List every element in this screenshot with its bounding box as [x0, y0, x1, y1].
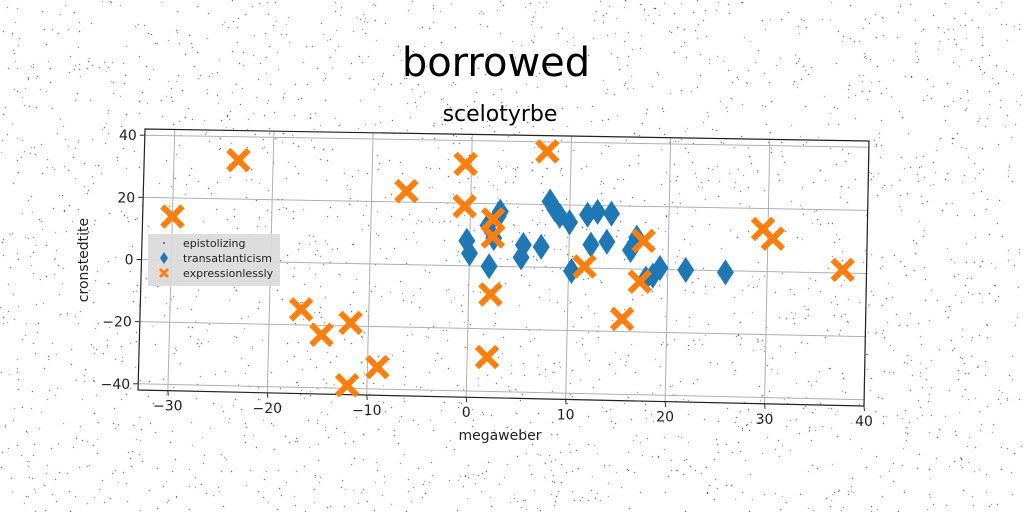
x-point	[480, 224, 506, 249]
diamond-point	[480, 253, 498, 280]
legend-box	[148, 234, 280, 286]
data-markers	[160, 139, 855, 398]
x-point	[365, 354, 390, 380]
diamond-point	[561, 209, 579, 236]
x-point	[338, 310, 363, 336]
legend-label: expressionlessly	[183, 267, 274, 280]
legend-label: epistolizing	[183, 237, 245, 250]
plot-area: −30 −20 −10 0 10 20 30 40 −40 −20 0 20 40	[101, 128, 873, 430]
x-point	[572, 254, 597, 279]
y-tick-label: 20	[117, 190, 135, 206]
x-point	[478, 282, 503, 307]
diamond-point	[651, 254, 669, 281]
x-tick-label: 40	[855, 414, 873, 430]
legend-marker-x	[158, 267, 170, 279]
legend-marker-diamond	[160, 252, 168, 264]
diamond-point	[532, 233, 550, 260]
x-tick-mark	[167, 390, 169, 396]
diamond-point	[602, 200, 620, 227]
x-tick-label: 10	[557, 407, 575, 423]
y-grid-line	[138, 383, 865, 401]
x-point	[480, 207, 506, 232]
diamond-point	[589, 198, 607, 225]
y-grid-line	[143, 196, 868, 211]
x-tick-mark	[266, 392, 269, 398]
chart-subtitle: scelotyrbe	[443, 102, 558, 127]
x-tick-label: 20	[656, 410, 674, 426]
y-tick-label: −20	[102, 315, 132, 331]
x-point	[394, 178, 419, 204]
y-grid-line	[144, 134, 869, 148]
y-tick-labels: −40 −20 0 20 40	[101, 128, 137, 393]
x-point	[309, 322, 334, 347]
x-tick-mark	[863, 405, 865, 412]
x-point	[452, 194, 477, 219]
x-tick-label: −10	[352, 403, 382, 419]
x-point	[226, 147, 251, 173]
x-tick-mark	[565, 399, 567, 405]
legend: epistolizing transatlanticism expressionle…	[148, 234, 280, 286]
diamond-point	[716, 259, 734, 286]
x-tick-label: −30	[153, 399, 183, 415]
x-tick-mark	[764, 403, 766, 409]
x-tick-mark	[664, 401, 667, 407]
x-point	[535, 139, 560, 164]
x-point	[830, 257, 855, 283]
x-point	[160, 204, 185, 229]
x-tick-labels: −30 −20 −10 0 10 20 30 40	[153, 399, 873, 430]
legend-items: epistolizing transatlanticism expressionle…	[158, 237, 274, 280]
x-tick-label: 0	[462, 405, 471, 421]
x-tick-label: 30	[756, 412, 774, 428]
x-point	[760, 226, 786, 251]
legend-label: transatlanticism	[183, 252, 272, 265]
x-axis-label: megaweber	[458, 428, 541, 444]
x-point	[453, 151, 478, 177]
x-point	[288, 297, 314, 322]
y-tick-label: 40	[119, 128, 137, 144]
x-point	[609, 306, 635, 332]
x-point	[627, 269, 653, 294]
y-axis-label: cronstedtite	[76, 218, 92, 302]
diamond-point	[582, 231, 600, 258]
y-grid-line	[139, 321, 866, 338]
diamond-point	[514, 231, 532, 258]
x-tick-mark	[366, 394, 368, 401]
diamond-point	[598, 228, 616, 255]
diamond-point	[677, 257, 695, 284]
y-tick-label: −40	[101, 377, 131, 393]
x-point	[474, 344, 500, 370]
tick-marks	[133, 134, 865, 412]
chart-title: borrowed	[402, 40, 590, 86]
x-point	[631, 228, 656, 254]
y-tick-label: 0	[125, 253, 134, 269]
diamond-point	[461, 240, 479, 267]
x-tick-mark	[465, 397, 468, 403]
legend-marker-point	[163, 242, 165, 244]
x-point	[334, 372, 360, 398]
x-tick-label: −20	[253, 401, 283, 417]
